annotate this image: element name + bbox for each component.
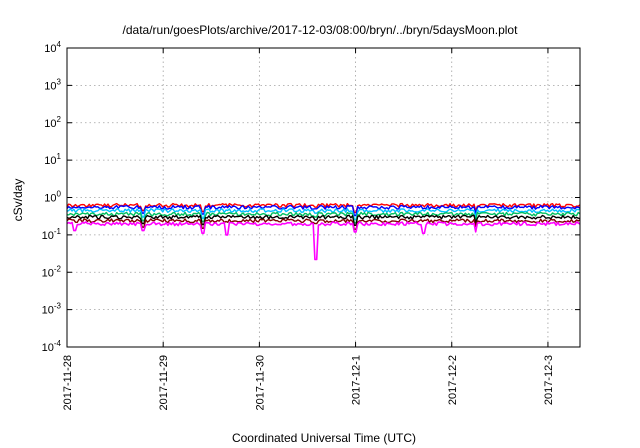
- x-tick-label: 2017-11-30: [254, 355, 266, 410]
- y-tick-exponent: 3: [57, 77, 62, 86]
- y-tick-base: 10: [44, 80, 56, 92]
- y-tick-exponent: 1: [57, 152, 62, 161]
- y-tick-base: 10: [44, 193, 56, 205]
- y-tick-exponent: 4: [57, 40, 62, 49]
- y-tick-base: 10: [42, 342, 54, 354]
- series-line-2: [66, 204, 581, 217]
- series-line-7: [66, 221, 581, 261]
- y-tick-base: 10: [42, 230, 54, 242]
- y-tick-base: 10: [44, 118, 56, 130]
- x-tick-label: 2017-12-1: [351, 355, 363, 405]
- y-tick-label: 10-4: [42, 339, 62, 354]
- y-tick-base: 10: [44, 155, 56, 167]
- series-group: [66, 202, 581, 261]
- series-line-3: [66, 208, 581, 221]
- x-tick-label: 2017-11-29: [158, 355, 170, 410]
- y-tick-label: 100: [44, 190, 61, 205]
- y-tick-exponent: 2: [57, 115, 62, 124]
- series-line-5: [66, 214, 581, 227]
- chart-title: /data/run/goesPlots/archive/2017-12-03/0…: [123, 23, 519, 37]
- y-tick-exponent: -2: [54, 264, 62, 273]
- y-tick-base: 10: [42, 305, 54, 317]
- y-tick-exponent: -1: [54, 227, 62, 236]
- series-line-1: [66, 202, 581, 214]
- x-axis-label: Coordinated Universal Time (UTC): [232, 431, 416, 445]
- y-tick-base: 10: [42, 267, 54, 279]
- y-tick-label: 102: [44, 115, 61, 130]
- x-tick-label: 2017-11-28: [62, 355, 74, 410]
- x-axis: 2017-11-28 2017-11-29 2017-11-30 2017-12-1 2…: [62, 48, 555, 410]
- series-line-6: [66, 218, 581, 231]
- y-tick-exponent: -3: [54, 302, 62, 311]
- y-tick-label: 10-2: [42, 264, 62, 279]
- x-tick-label: 2017-12-2: [447, 355, 459, 405]
- y-tick-label: 10-3: [42, 302, 62, 317]
- x-tick-label: 2017-12-3: [543, 355, 555, 405]
- y-tick-exponent: -4: [54, 339, 62, 348]
- y-tick-base: 10: [44, 43, 56, 55]
- y-tick-label: 101: [44, 152, 61, 167]
- y-tick-exponent: 0: [57, 190, 62, 199]
- y-tick-label: 103: [44, 77, 61, 92]
- y-axis-label: cSv/day: [11, 179, 25, 222]
- y-tick-label: 10-1: [42, 227, 62, 242]
- y-tick-label: 104: [44, 40, 61, 55]
- grid: [67, 48, 580, 347]
